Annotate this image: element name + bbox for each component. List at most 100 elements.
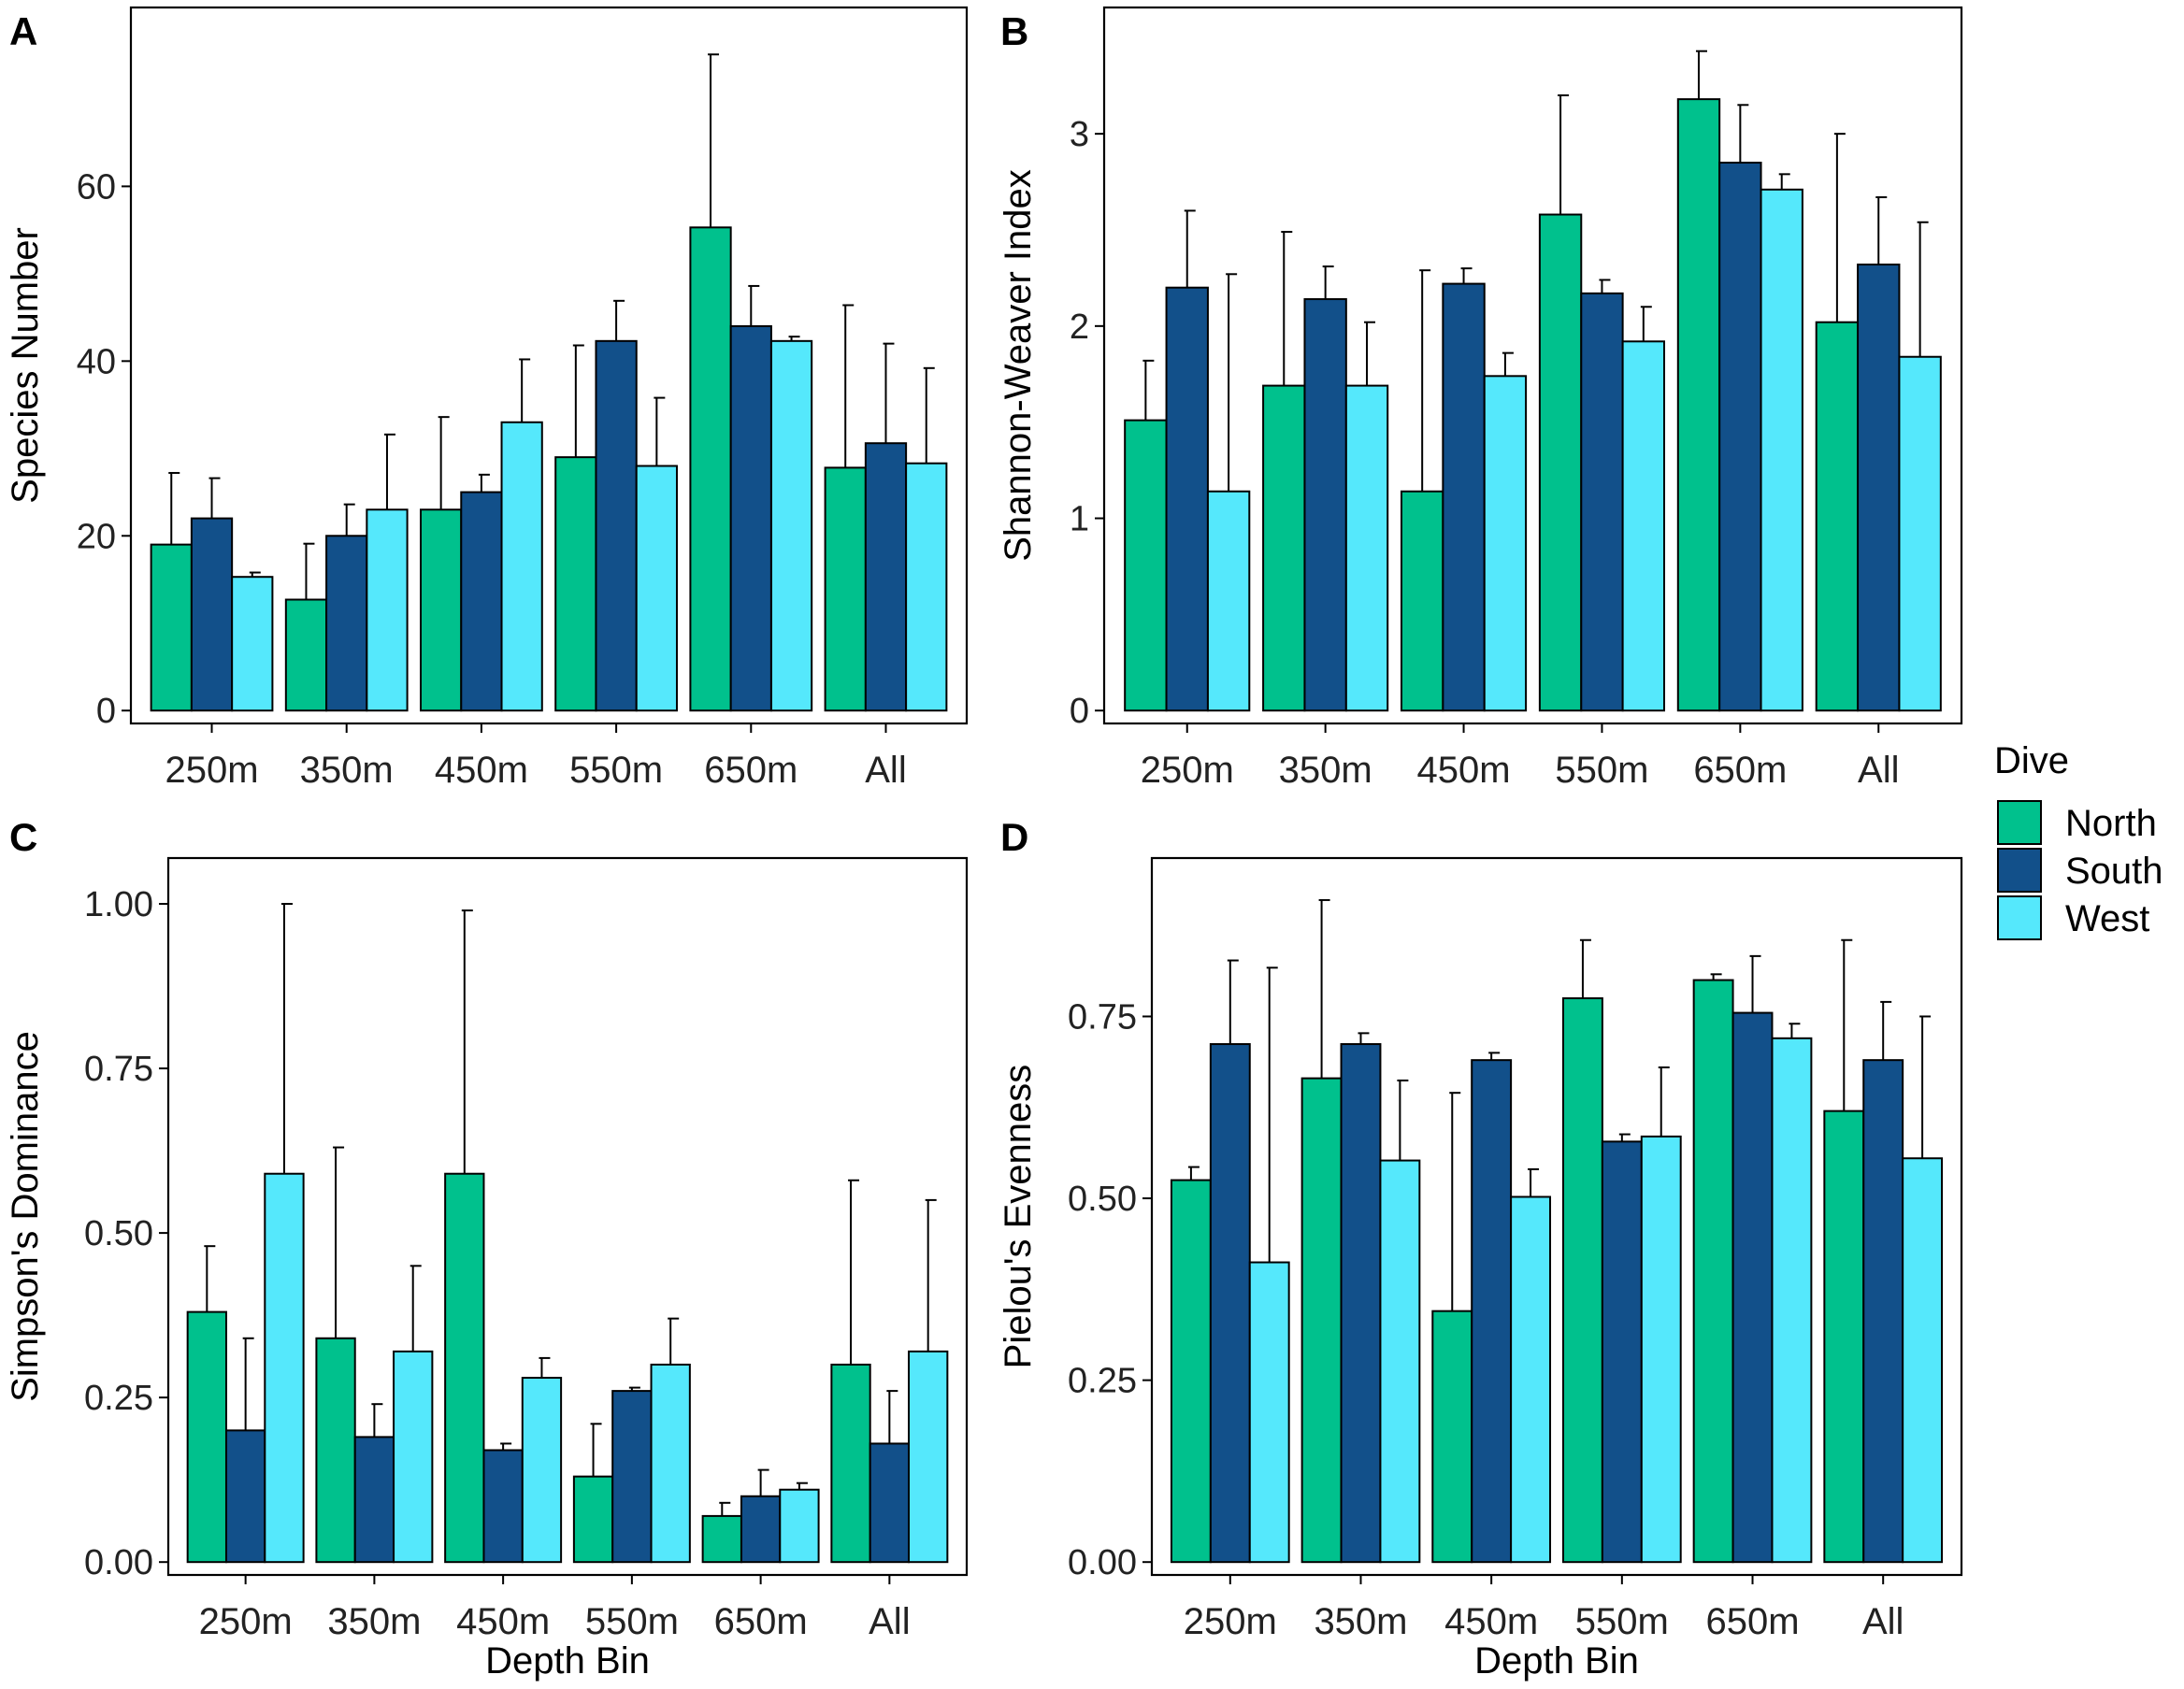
chart-panel-b: B 0 1 2 3 Shannon-Weaver Index 250m 350m 450m 550…: [998, 6, 1963, 791]
y-tick-label: 0.75: [1068, 997, 1137, 1037]
bar-south-550m: [611, 1390, 653, 1564]
bar-west-450m: [1510, 1195, 1552, 1564]
plot-frame: [1102, 6, 1963, 725]
y-axis-title: Shannon-Weaver Index: [998, 169, 1039, 562]
bar-north-650m: [689, 226, 732, 712]
y-tick-label: 0.25: [84, 1379, 153, 1418]
chart-panel-a: A 0 20 40 60 Species Number 250m 350m 450m 550m 65…: [5, 6, 969, 791]
chart-panel-c: C 0.00 0.25 0.50 0.75 1.00 Simpson's Dominance…: [5, 815, 969, 1682]
y-tick-label: 0.00: [1068, 1543, 1137, 1582]
bar-north-450m: [1400, 490, 1444, 712]
bar-north-550m: [1561, 997, 1603, 1564]
panel-label: D: [1000, 815, 1028, 859]
y-axis-title: Simpson's Dominance: [5, 1031, 46, 1402]
x-axis-title: Depth Bin: [485, 1640, 650, 1682]
x-tick-label: 450m: [456, 1601, 550, 1642]
y-tick-label: 3: [1070, 115, 1089, 154]
bar-west-250m: [1248, 1261, 1290, 1564]
x-tick-label: 350m: [1314, 1601, 1407, 1642]
bar-west-all: [908, 1350, 949, 1564]
bar-north-250m: [1124, 419, 1168, 712]
bar-west-650m: [1771, 1037, 1813, 1564]
y-tick-label: 0: [1070, 692, 1089, 731]
bar-west-250m: [231, 576, 274, 712]
bar-west-350m: [393, 1350, 434, 1564]
bar-west-650m: [779, 1488, 820, 1564]
bar-south-550m: [1580, 292, 1624, 712]
x-tick-label: 450m: [1444, 1601, 1538, 1642]
x-tick-label: 550m: [1575, 1601, 1669, 1642]
bar-west-550m: [650, 1363, 691, 1564]
y-axis-title: Species Number: [5, 227, 46, 504]
bar-south-650m: [1718, 161, 1762, 712]
y-tick-label: 0.50: [1068, 1180, 1137, 1219]
bar-south-450m: [482, 1449, 524, 1564]
legend-swatch-south: [1997, 848, 2042, 893]
x-tick-label: 450m: [1417, 750, 1511, 791]
legend-swatch-west: [1997, 895, 2042, 940]
plot-frame: [166, 856, 969, 1577]
bar-west-650m: [769, 339, 813, 712]
x-tick-label: 650m: [1693, 750, 1787, 791]
bar-south-650m: [740, 1495, 782, 1564]
bar-south-250m: [1209, 1043, 1251, 1564]
bar-north-550m: [572, 1475, 614, 1564]
bar-west-250m: [1206, 490, 1251, 712]
bar-north-250m: [150, 543, 193, 712]
bar-west-450m: [521, 1377, 563, 1564]
bar-south-250m: [190, 517, 234, 712]
bar-south-650m: [729, 324, 772, 712]
x-tick-label: All: [865, 750, 906, 791]
panel-label: A: [9, 9, 37, 53]
bar-west-all: [1902, 1157, 1944, 1564]
legend-label-west: West: [2065, 898, 2149, 939]
bar-south-450m: [460, 491, 503, 712]
bar-south-350m: [1340, 1043, 1382, 1564]
x-tick-label: 550m: [1555, 750, 1648, 791]
x-tick-label: 250m: [1184, 1601, 1277, 1642]
bar-south-350m: [325, 535, 368, 712]
x-tick-label: 550m: [569, 750, 663, 791]
bar-north-550m: [1538, 213, 1583, 712]
bar-north-450m: [444, 1172, 485, 1564]
bar-south-all: [1862, 1059, 1904, 1564]
bar-west-650m: [1760, 188, 1803, 712]
x-tick-label: 350m: [300, 750, 394, 791]
x-axis-title: Depth Bin: [1474, 1640, 1639, 1682]
x-tick-label: 250m: [199, 1601, 293, 1642]
bar-north-450m: [1431, 1310, 1473, 1564]
x-tick-label: 350m: [327, 1601, 421, 1642]
bar-north-350m: [315, 1337, 356, 1564]
y-tick-label: 2: [1070, 308, 1089, 347]
bar-west-550m: [1640, 1135, 1682, 1564]
chart-panel-d: D 0.00 0.25 0.50 0.75 Pielou's Evenness 250m 35…: [998, 815, 1963, 1682]
x-tick-label: 650m: [714, 1601, 808, 1642]
bar-west-550m: [1621, 340, 1666, 712]
bar-south-all: [1857, 264, 1901, 712]
panel-label: B: [1000, 9, 1028, 53]
x-tick-label: 250m: [165, 750, 258, 791]
bar-west-350m: [366, 508, 409, 712]
bar-west-350m: [1344, 384, 1389, 712]
bar-west-550m: [635, 465, 678, 712]
y-tick-label: 60: [77, 167, 116, 207]
y-tick-label: 0.25: [1068, 1362, 1137, 1401]
bar-south-650m: [1731, 1011, 1774, 1564]
bar-south-250m: [1165, 286, 1209, 712]
bar-west-all: [1898, 355, 1942, 712]
x-tick-label: 350m: [1279, 750, 1372, 791]
bar-north-350m: [284, 598, 328, 712]
panel-label: C: [9, 815, 37, 859]
bar-south-450m: [1471, 1059, 1513, 1564]
bar-north-all: [1823, 1109, 1865, 1564]
x-tick-label: 550m: [585, 1601, 679, 1642]
legend-swatch-north: [1997, 800, 2042, 845]
bar-north-650m: [1676, 98, 1721, 712]
bar-west-all: [905, 462, 948, 712]
bar-west-450m: [1483, 375, 1528, 712]
bar-south-550m: [595, 339, 638, 712]
x-tick-label: 650m: [1705, 1601, 1799, 1642]
y-tick-label: 1: [1070, 500, 1089, 539]
bar-west-350m: [1379, 1159, 1421, 1564]
bar-north-450m: [420, 508, 463, 712]
